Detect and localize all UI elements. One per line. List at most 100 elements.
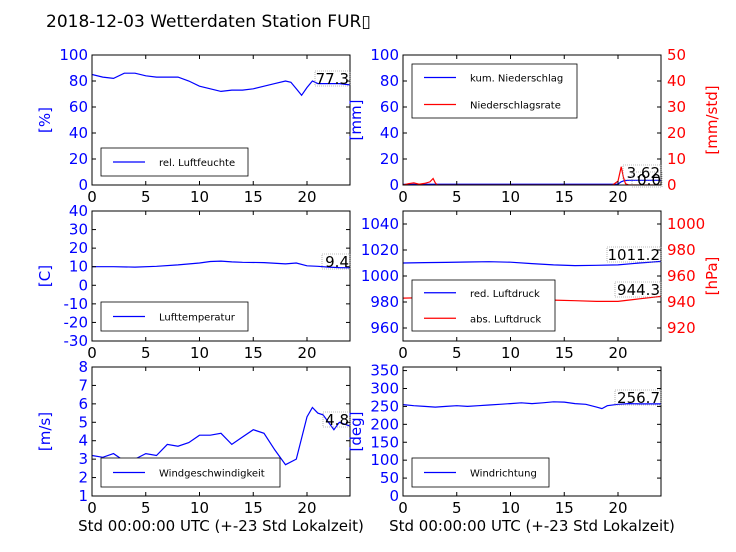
x-tick-label: 5 — [452, 344, 462, 362]
y-axis-label: [%] — [36, 107, 54, 133]
y-tick-label: 6 — [78, 395, 88, 413]
panel-humidity: 0 5 10 15 20 0 20 40 60 80 100 [%] 77.3 rel. Luftfeuc… — [36, 46, 351, 206]
y-tick-label: 0 — [78, 276, 88, 294]
x-tick-label: 0 — [398, 344, 408, 362]
figure-title: 2018-12-03 Wetterdaten Station FUR▯ — [46, 12, 371, 32]
current-value: 1011.2 — [608, 246, 661, 264]
y-tick-label: -30 — [64, 332, 89, 350]
x-tick-label: 15 — [244, 344, 263, 362]
x-tick-label: 10 — [501, 188, 520, 206]
y-tick-label: 3 — [78, 450, 88, 468]
current-value: 4.8 — [325, 411, 349, 429]
y-right-tick-label: 20 — [667, 124, 686, 142]
y-right-tick-label: 10 — [667, 150, 686, 168]
y-tick-label: 1000 — [361, 267, 399, 285]
y-tick-label: 4 — [78, 432, 88, 450]
value-box-right — [631, 171, 663, 188]
panel-pressure: 0 5 10 15 20 960 980 1000 1020 1040 920 940 960 980 10… — [361, 210, 721, 362]
series-line-1 — [403, 166, 661, 185]
x-tick-label: 0 — [87, 188, 97, 206]
series-line-0 — [403, 401, 661, 410]
current-value-right: 944.3 — [617, 281, 660, 299]
value-box — [622, 164, 662, 181]
y-right-tick-label: 50 — [667, 46, 686, 64]
x-tick-label: 5 — [141, 344, 151, 362]
x-tick-label: 20 — [608, 499, 627, 517]
x-tick-label: 15 — [555, 188, 574, 206]
series-line-0 — [92, 406, 350, 466]
legend-label: Lufttemperatur — [159, 313, 236, 324]
x-tick-label: 15 — [244, 188, 263, 206]
x-tick-label: 15 — [244, 499, 263, 517]
value-box — [314, 70, 351, 87]
legend-box — [411, 279, 556, 332]
x-tick-label: 10 — [190, 188, 209, 206]
current-value: 77.3 — [316, 70, 349, 88]
y-axis-label: [m/s] — [36, 412, 54, 451]
current-value: 256.7 — [617, 389, 660, 407]
y-tick-label: 60 — [69, 98, 88, 116]
current-value: 9.4 — [325, 253, 349, 271]
series-line-0 — [403, 179, 661, 185]
x-axis-label-right: Std 00:00:00 UTC (+-23 Std Lokalzeit) — [389, 517, 675, 535]
y-tick-label: 150 — [370, 433, 399, 451]
y-tick-label: 5 — [78, 413, 88, 431]
plot-frame — [91, 366, 351, 497]
y-right-tick-label: 40 — [667, 72, 686, 90]
y-tick-label: 7 — [78, 376, 88, 394]
y-tick-label: -20 — [64, 313, 89, 331]
y-tick-label: 350 — [370, 362, 399, 380]
y-tick-label: 100 — [370, 451, 399, 469]
x-tick-label: 15 — [555, 344, 574, 362]
y-right-tick-label: 1000 — [667, 215, 705, 233]
y-tick-label: 80 — [380, 72, 399, 90]
y-tick-label: 1040 — [361, 215, 399, 233]
y-right-tick-label: 940 — [667, 293, 696, 311]
legend-label: abs. Luftdruck — [470, 314, 541, 325]
y-axis-label-right: [mm/std] — [703, 85, 721, 154]
series-line-0 — [403, 260, 661, 267]
y-tick-label: 20 — [380, 150, 399, 168]
y-right-tick-label: 980 — [667, 241, 696, 259]
y-tick-label: 1 — [78, 487, 88, 505]
value-box — [614, 389, 662, 406]
x-tick-label: 5 — [141, 499, 151, 517]
series-line-0 — [92, 72, 350, 97]
panel-wind-direction: 0 5 10 15 20050100150200250300350[deg]256.7W… — [347, 362, 662, 517]
y-tick-label: 10 — [69, 258, 88, 276]
legend-box — [411, 63, 578, 119]
y-tick-label: 250 — [370, 397, 399, 415]
current-value-right: 0.0 — [637, 171, 661, 189]
y-right-tick-label: 920 — [667, 319, 696, 337]
y-tick-label: 8 — [78, 358, 88, 376]
y-tick-label: 300 — [370, 380, 399, 398]
x-tick-label: 20 — [608, 188, 627, 206]
y-axis-label-right: [hPa] — [703, 257, 721, 296]
panel-precipitation: 0 5 10 15 20 0 20 40 60 80 100 0 10 20 30 40 50 [mm] [mm/s… — [347, 46, 721, 206]
x-tick-label: 10 — [501, 499, 520, 517]
legend-label: Niederschlagsrate — [470, 101, 561, 112]
y-tick-label: 0 — [78, 176, 88, 194]
x-tick-label: 5 — [141, 188, 151, 206]
y-tick-label: -10 — [64, 295, 89, 313]
x-tick-label: 10 — [190, 499, 209, 517]
x-tick-label: 20 — [608, 344, 627, 362]
x-tick-label: 0 — [87, 499, 97, 517]
series-line-0 — [92, 260, 350, 269]
y-right-tick-label: 960 — [667, 267, 696, 285]
x-tick-label: 5 — [452, 188, 462, 206]
legend-label: rel. Luftfeuchte — [159, 158, 235, 169]
plot-frame — [402, 54, 662, 186]
y-tick-label: 20 — [69, 150, 88, 168]
x-tick-label: 20 — [297, 188, 316, 206]
plot-frame — [91, 210, 351, 342]
legend-label: red. Luftdruck — [470, 289, 540, 300]
y-tick-label: 0 — [389, 487, 399, 505]
x-tick-label: 0 — [398, 499, 408, 517]
y-tick-label: 960 — [370, 319, 399, 337]
x-tick-label: 20 — [297, 344, 316, 362]
y-tick-label: 80 — [69, 72, 88, 90]
plot-frame — [91, 54, 351, 186]
x-tick-label: 10 — [190, 344, 209, 362]
